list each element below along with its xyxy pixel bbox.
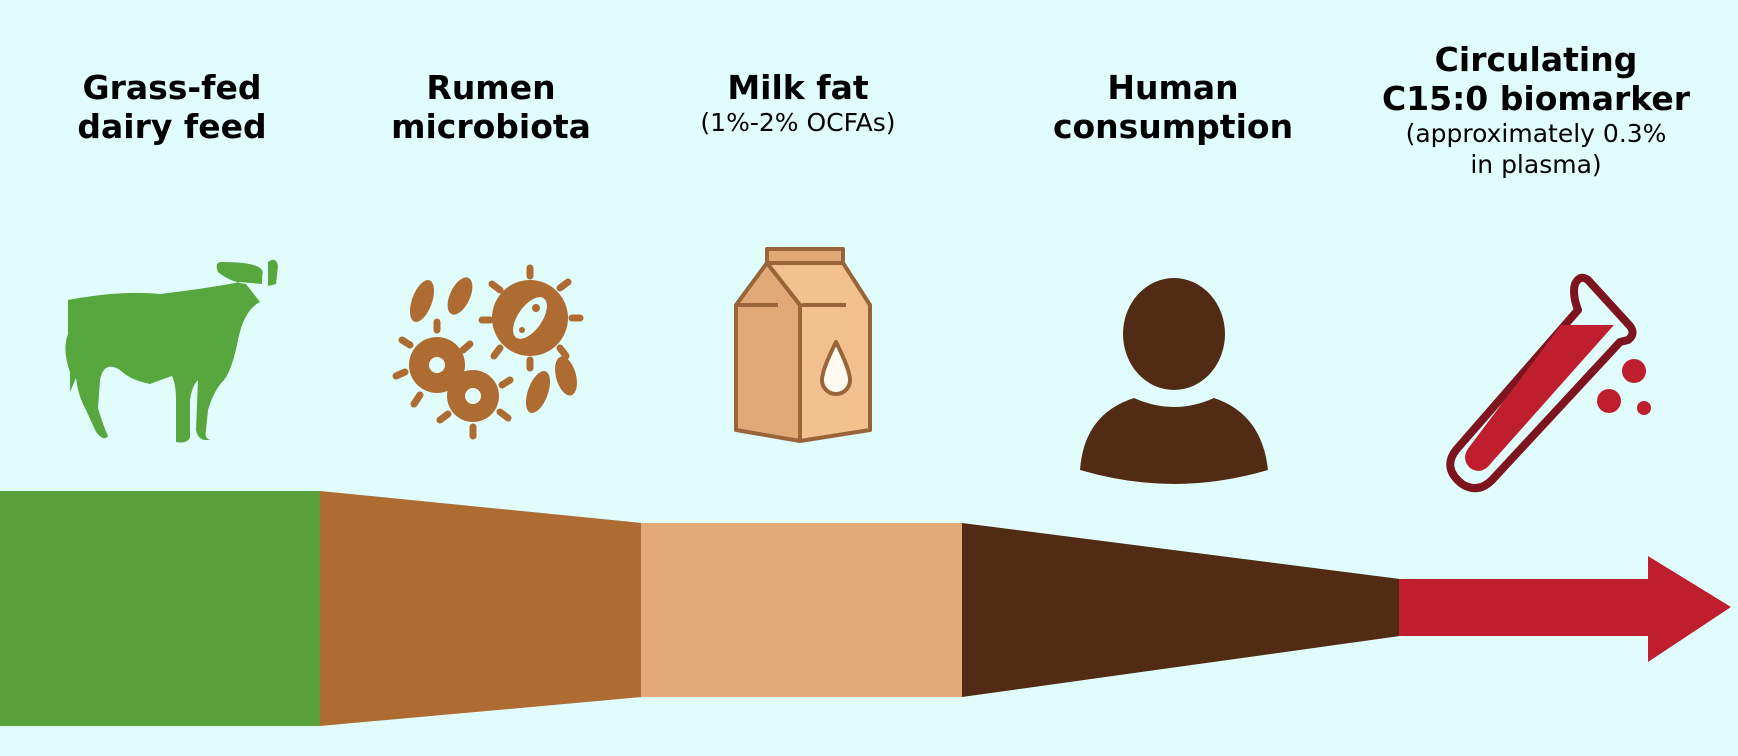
stage-title: Circulating xyxy=(1434,40,1638,79)
stage-human: Human consumption xyxy=(1008,68,1338,146)
band-rumen xyxy=(320,491,642,726)
stage-rumen: Rumen microbiota xyxy=(326,68,656,146)
band-grass-fed xyxy=(0,491,321,726)
stage-title: dairy feed xyxy=(77,107,267,146)
band-human xyxy=(962,523,1400,697)
stage-title: C15:0 biomarker xyxy=(1381,79,1691,118)
milk-carton-icon xyxy=(734,247,872,443)
stage-title: microbiota xyxy=(391,107,591,146)
arrow-biomarker xyxy=(1399,556,1731,662)
stage-milk-fat: Milk fat (1%-2% OCFAs) xyxy=(633,68,963,138)
person-icon xyxy=(1080,278,1268,484)
stage-grass-fed: Grass-fed dairy feed xyxy=(7,68,337,146)
stage-title: Grass-fed xyxy=(82,68,262,107)
bacteria-icon xyxy=(392,264,584,440)
stage-title: Milk fat xyxy=(727,68,869,107)
test-tube-icon xyxy=(1446,273,1651,493)
band-milk-fat xyxy=(641,523,963,697)
stage-title: Rumen xyxy=(426,68,556,107)
cow-icon xyxy=(65,259,278,443)
stage-title: consumption xyxy=(1052,107,1294,146)
stage-subtitle: (1%-2% OCFAs) xyxy=(700,108,896,137)
stage-title: Human xyxy=(1107,68,1239,107)
stage-subtitle: (approximately 0.3% xyxy=(1405,119,1667,148)
stage-subtitle: in plasma) xyxy=(1470,150,1602,179)
stage-biomarker: Circulating C15:0 biomarker (approximate… xyxy=(1371,40,1701,180)
